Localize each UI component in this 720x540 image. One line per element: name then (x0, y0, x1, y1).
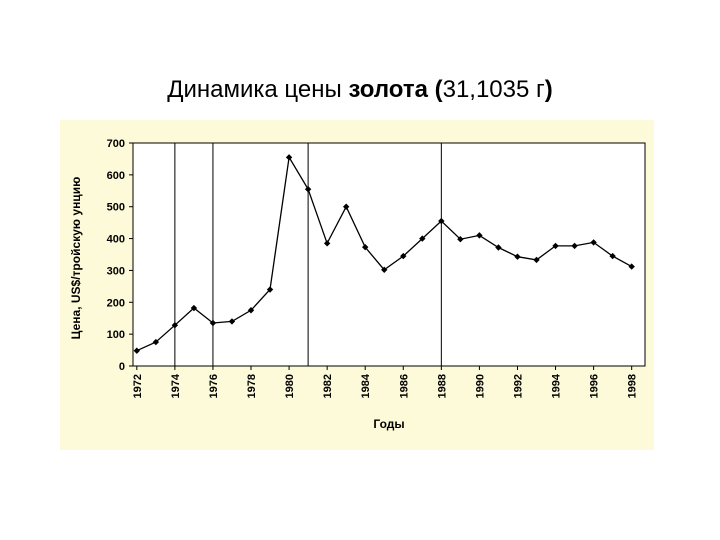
data-point-marker (495, 244, 502, 251)
y-tick-label: 600 (107, 170, 125, 182)
x-tick-label: 1990 (474, 374, 486, 398)
y-tick-label: 400 (107, 234, 125, 246)
data-point-marker (247, 307, 255, 314)
data-point-marker (362, 243, 369, 251)
data-point-marker (285, 154, 293, 161)
data-point-marker (571, 242, 578, 250)
plot-area (132, 142, 646, 367)
data-point-marker (171, 322, 179, 329)
data-point-marker (152, 338, 160, 346)
x-tick-label: 1982 (322, 374, 334, 398)
x-tick-label: 1972 (132, 374, 144, 398)
data-point-marker (266, 286, 274, 293)
data-point-marker (228, 318, 236, 325)
data-point-marker (381, 266, 388, 273)
y-tick-label: 300 (107, 265, 125, 277)
x-tick-label: 1980 (284, 374, 296, 398)
data-point-marker (533, 256, 540, 264)
data-point-marker (304, 185, 312, 193)
data-point-marker (400, 252, 407, 260)
x-tick-label: 1992 (512, 374, 524, 398)
x-tick-label: 1994 (551, 373, 563, 398)
x-tick-label: 1976 (208, 374, 220, 398)
data-point-marker (457, 236, 464, 243)
data-point-marker (342, 203, 350, 210)
data-point-marker (190, 304, 198, 312)
y-axis-label: Цена, US$/тройскую унцию (69, 177, 83, 340)
data-point-marker (419, 235, 426, 242)
data-point-marker (590, 239, 597, 246)
y-tick-label: 200 (107, 297, 125, 309)
x-tick-label: 1984 (360, 373, 372, 398)
data-point-marker (476, 232, 483, 239)
slide-title: Динамика цены золота (31,1035 г) (0, 76, 720, 104)
x-tick-label: 1988 (436, 374, 448, 398)
data-point-marker (514, 253, 521, 260)
x-axis-label: Годы (373, 417, 404, 431)
data-point-marker (209, 319, 217, 327)
title-part-1: Динамика цены (167, 76, 349, 103)
x-tick-label: 1996 (589, 374, 601, 398)
y-tick-label: 700 (107, 138, 125, 150)
data-point-marker (609, 252, 616, 260)
x-tick-label: 1998 (627, 374, 639, 398)
data-point-marker (323, 240, 331, 247)
title-part-3: 31,1035 г (442, 76, 545, 103)
title-part-4: ) (544, 76, 553, 103)
data-point-marker (133, 347, 141, 354)
x-tick-label: 1978 (246, 374, 258, 398)
y-tick-label: 100 (107, 329, 125, 341)
title-part-2: золота ( (348, 76, 443, 103)
y-tick-label: 0 (119, 361, 125, 373)
x-tick-label: 1986 (398, 374, 410, 398)
data-point-marker (628, 263, 635, 270)
y-tick-label: 500 (107, 202, 125, 214)
x-tick-label: 1974 (170, 373, 182, 398)
data-point-marker (438, 217, 445, 225)
data-point-marker (552, 242, 559, 250)
